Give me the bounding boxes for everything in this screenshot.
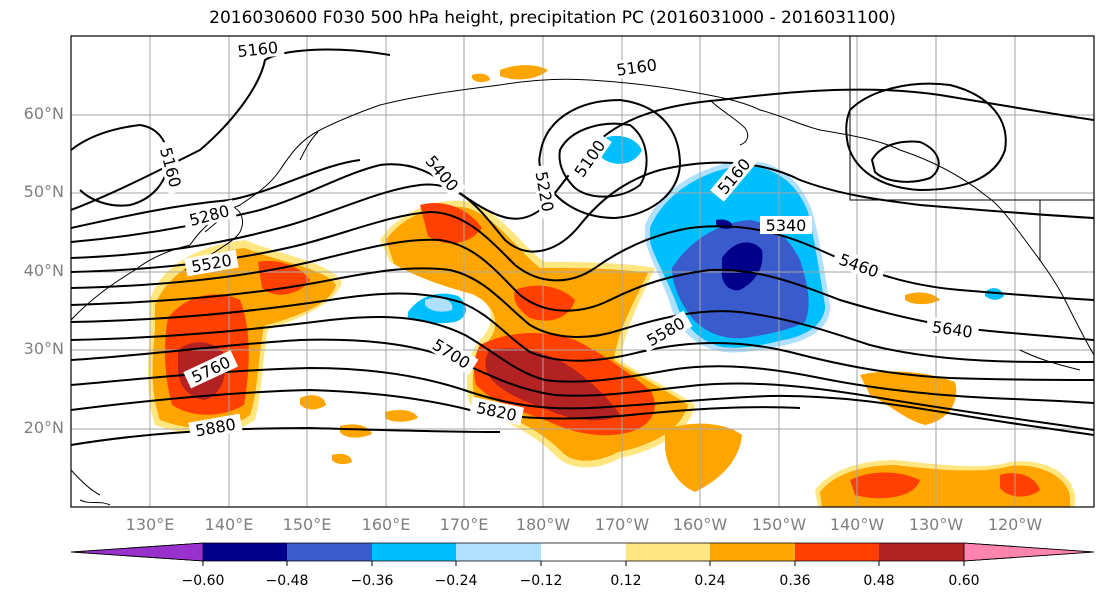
negative-precip-shading xyxy=(408,135,1004,353)
contour-label: 5160 xyxy=(236,38,278,61)
lon-label: 140°W xyxy=(829,515,885,534)
colorbar-segment xyxy=(710,543,795,561)
lat-label: 50°N xyxy=(23,182,64,201)
colorbar-extend-low xyxy=(70,542,204,562)
colorbar-segment xyxy=(287,543,372,561)
precip-central-pacific-red xyxy=(420,202,655,436)
positive-precip-shading xyxy=(147,65,1075,507)
lon-label: 140°E xyxy=(204,515,254,534)
colorbar-segment xyxy=(203,543,287,561)
precip-central-pacific-darkred xyxy=(485,348,620,421)
colorbar-tick-label: −0.24 xyxy=(434,573,478,589)
map-border xyxy=(70,35,1095,508)
lat-label: 20°N xyxy=(23,418,64,437)
colorbar-segment xyxy=(626,543,710,561)
colorbar-tick-label: −0.60 xyxy=(181,573,225,589)
colorbar-ticks xyxy=(202,561,965,566)
colorbar-tick-label: 0.36 xyxy=(779,573,811,589)
map-title: 2016030600 F030 500 hPa height, precipit… xyxy=(209,8,896,28)
colorbar-tick-label: 0.24 xyxy=(694,573,726,589)
colorbar-tick-label: 0.12 xyxy=(610,573,642,589)
lon-label: 160°W xyxy=(672,515,728,534)
lat-label: 30°N xyxy=(23,339,64,358)
contour-label: 5340 xyxy=(766,216,807,235)
lon-label: 130°W xyxy=(908,515,964,534)
lat-label: 40°N xyxy=(23,261,64,280)
lon-label: 150°E xyxy=(282,515,332,534)
colorbar-tick-label: −0.12 xyxy=(519,573,563,589)
lon-label: 120°W xyxy=(987,515,1043,534)
colorbar-tick-label: −0.36 xyxy=(350,573,394,589)
graticule xyxy=(71,36,1094,507)
colorbar-tick-label: 0.60 xyxy=(948,573,980,589)
lon-label: 170°W xyxy=(594,515,650,534)
lon-label: 130°E xyxy=(125,515,175,534)
colorbar-segment xyxy=(372,543,456,561)
colorbar-segment xyxy=(541,543,626,561)
lon-label: 180°W xyxy=(515,515,571,534)
lon-label: 160°E xyxy=(361,515,411,534)
colorbar-extend-high xyxy=(963,542,1095,562)
colorbar xyxy=(70,542,1095,562)
colorbar-segment xyxy=(879,543,964,561)
lat-label: 60°N xyxy=(23,104,64,123)
height-contours xyxy=(71,48,1094,446)
colorbar-segment xyxy=(456,543,541,561)
lon-label: 150°W xyxy=(751,515,807,534)
colorbar-tick-label: −0.48 xyxy=(265,573,309,589)
lon-label: 170°E xyxy=(439,515,489,534)
colorbar-segment xyxy=(795,543,879,561)
colorbar-tick-label: 0.48 xyxy=(863,573,895,589)
